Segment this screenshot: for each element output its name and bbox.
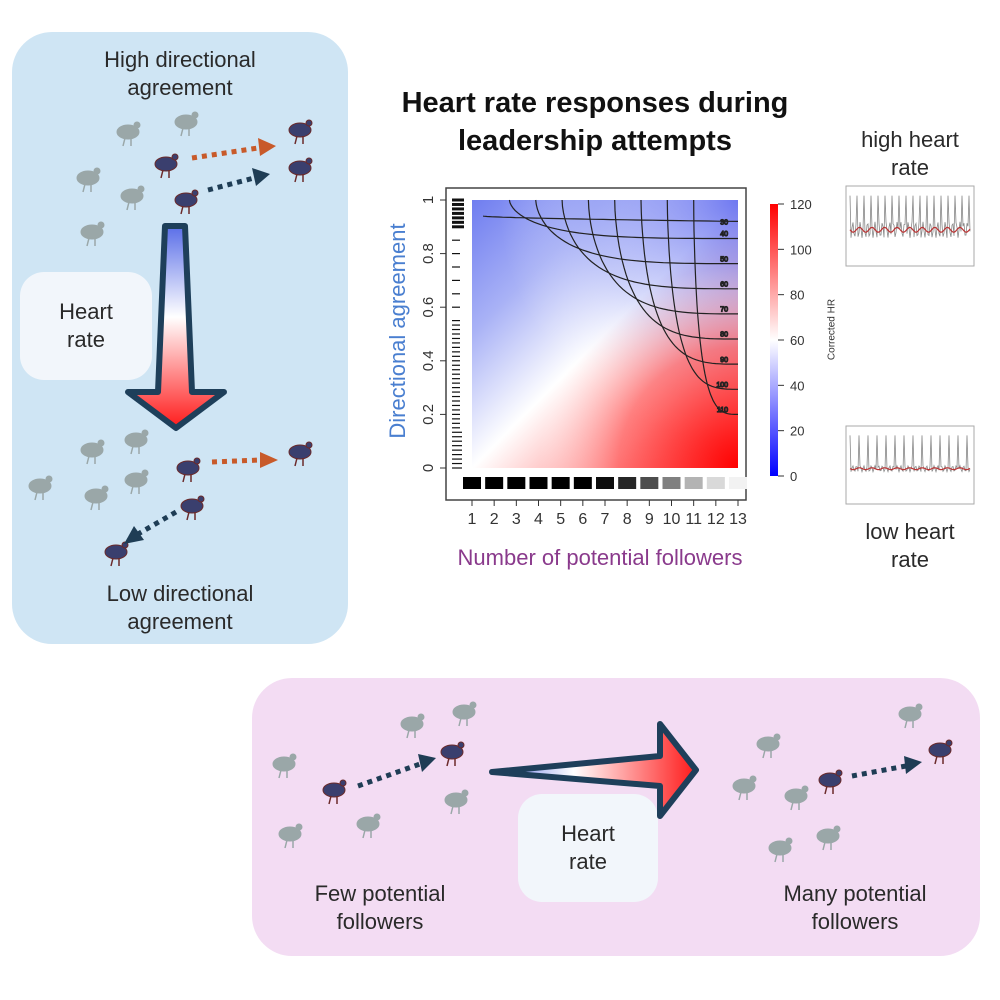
x-tick-label: 5 <box>556 511 565 528</box>
y-tick-label: 0.2 <box>420 404 437 425</box>
x-tick-label: 8 <box>623 511 632 528</box>
x-tick-label: 13 <box>729 511 747 528</box>
y-tick-label: 1 <box>420 196 437 204</box>
low-hr-trace <box>849 435 971 474</box>
contour-label: 30 <box>720 219 728 226</box>
colorbar-tick-label: 120 <box>790 197 812 212</box>
x-tick-label: 6 <box>578 511 587 528</box>
high-hr-trace <box>849 195 971 238</box>
x-rug-mark <box>729 477 747 489</box>
x-tick-label: 11 <box>685 511 702 528</box>
high-agreement-label: High directional agreement <box>104 47 256 100</box>
y-ticks: 0 0.2 0.4 0.6 0.8 1 <box>420 196 446 472</box>
x-tick-label: 3 <box>512 511 521 528</box>
x-rug-mark <box>485 477 504 489</box>
x-rug-mark <box>573 477 592 489</box>
x-tick-label: 12 <box>707 511 725 528</box>
x-rug-mark <box>463 477 481 489</box>
contour-line <box>535 199 738 265</box>
low-heart-rate-label: low heart rate <box>865 519 955 572</box>
x-rug-mark <box>640 477 659 489</box>
heart-rate-right-arrow <box>489 721 699 819</box>
contour-label: 50 <box>720 256 728 263</box>
many-followers-label: Many potential followers <box>783 881 927 934</box>
y-tick-label: 0.8 <box>420 243 437 264</box>
colorbar-tick-label: 0 <box>790 469 797 484</box>
y-rug <box>452 198 464 469</box>
contour-line <box>561 199 738 290</box>
x-tick-label: 7 <box>601 511 610 528</box>
contour-label: 60 <box>720 281 728 288</box>
colorbar <box>770 204 778 476</box>
arrow-heads <box>124 138 922 774</box>
colorbar-tick-label: 100 <box>790 242 812 257</box>
high-hr-trace-box <box>845 185 975 267</box>
x-axis-label: Number of potential followers <box>457 545 743 570</box>
colorbar-tick-label: 20 <box>790 424 804 439</box>
x-tick-label: 10 <box>663 511 681 528</box>
few-followers-label: Few potential followers <box>314 881 446 934</box>
colorbar-tick-label: 60 <box>790 333 804 348</box>
x-tick-label: 4 <box>534 511 543 528</box>
y-tick-label: 0 <box>420 464 437 472</box>
colorbar-ticks: 0 20 40 60 80 100 120 <box>778 197 812 484</box>
x-tick-label: 2 <box>490 511 499 528</box>
contour-lines: 30 40 50 60 70 80 90 100 110 <box>483 199 739 415</box>
x-tick-label: 1 <box>468 511 477 528</box>
contour-line <box>666 199 738 390</box>
low-agreement-label: Low directional agreement <box>106 581 254 634</box>
contour-line <box>614 199 738 340</box>
chart-title: Heart rate responses during leadership a… <box>401 87 789 157</box>
heart-rate-label-left: Heart rate <box>59 299 113 352</box>
x-rug-mark <box>706 477 725 489</box>
dotted-arrow-icon <box>136 145 907 789</box>
x-rug <box>463 477 747 489</box>
x-rug-mark <box>662 477 681 489</box>
heart-rate-label-bottom: Heart rate <box>561 821 615 874</box>
x-rug-mark <box>551 477 570 489</box>
contour-line <box>508 199 738 240</box>
x-rug-mark <box>529 477 548 489</box>
contour-line <box>693 199 738 415</box>
x-ticks: 1 2 3 4 5 6 7 8 9 10 11 12 13 <box>468 500 747 528</box>
y-tick-label: 0.6 <box>420 297 437 318</box>
x-rug-mark <box>618 477 637 489</box>
x-rug-mark <box>596 477 614 489</box>
colorbar-tick-label: 80 <box>790 288 804 303</box>
heart-rate-box-bottom <box>518 794 658 902</box>
high-heart-rate-label: high heart rate <box>861 127 959 180</box>
heart-rate-box-left <box>20 272 152 380</box>
contour-label: 100 <box>716 382 728 389</box>
contour-line <box>483 215 739 222</box>
low-hr-trace-box <box>845 425 975 505</box>
contour-label: 40 <box>720 231 728 238</box>
contour-label: 80 <box>720 332 728 339</box>
x-tick-label: 9 <box>645 511 654 528</box>
x-rug-mark <box>684 477 703 489</box>
y-tick-label: 0.4 <box>420 350 437 371</box>
contour-line <box>640 199 738 365</box>
colorbar-tick-label: 40 <box>790 378 804 393</box>
x-rug-mark <box>507 477 526 489</box>
contour-label: 90 <box>720 357 728 364</box>
contour-label: 70 <box>720 307 728 314</box>
heart-rate-down-arrow <box>125 223 227 431</box>
contour-label: 110 <box>717 407 728 414</box>
